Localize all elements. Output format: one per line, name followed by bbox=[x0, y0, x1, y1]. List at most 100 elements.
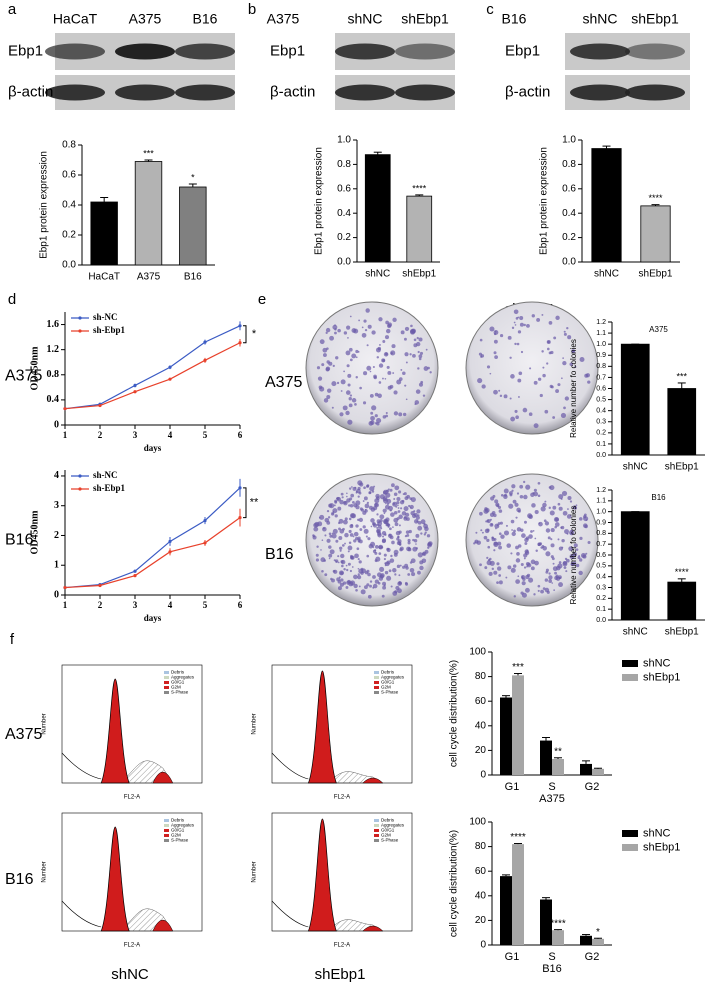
line bbox=[64, 517, 241, 589]
colony bbox=[550, 350, 554, 355]
x-tick-label: G2 bbox=[585, 781, 600, 793]
y-axis-label: Relative number fo colonies bbox=[569, 506, 578, 605]
colony bbox=[405, 398, 408, 401]
colony bbox=[494, 355, 498, 360]
colony bbox=[397, 510, 401, 513]
colony bbox=[345, 586, 349, 589]
blot-band bbox=[335, 84, 395, 101]
y-tick-label: 100 bbox=[469, 647, 486, 658]
x-tick-label: 3 bbox=[133, 430, 138, 440]
bar bbox=[512, 675, 524, 775]
colony bbox=[387, 523, 391, 527]
x-tick-label: 4 bbox=[168, 600, 173, 610]
colony bbox=[372, 522, 375, 525]
colony bbox=[560, 498, 563, 500]
colony bbox=[387, 322, 393, 328]
colony bbox=[511, 326, 515, 330]
colony bbox=[486, 556, 489, 559]
colony bbox=[419, 560, 424, 565]
colony bbox=[561, 490, 568, 497]
colony bbox=[402, 371, 406, 376]
colony bbox=[369, 580, 373, 583]
colony bbox=[393, 517, 399, 523]
colony bbox=[338, 527, 341, 531]
colony bbox=[554, 571, 557, 575]
colony bbox=[522, 577, 526, 582]
colony bbox=[488, 571, 493, 576]
colony bbox=[427, 546, 430, 549]
colony bbox=[342, 405, 348, 411]
colony bbox=[542, 366, 545, 369]
colony bbox=[516, 492, 520, 495]
colony bbox=[351, 328, 357, 333]
colony bbox=[348, 403, 353, 408]
colony bbox=[368, 544, 374, 549]
colony bbox=[358, 517, 363, 522]
colony bbox=[400, 507, 403, 510]
colony bbox=[316, 366, 321, 370]
colony bbox=[343, 331, 348, 335]
blot-band bbox=[45, 43, 105, 60]
colony bbox=[523, 480, 526, 484]
row-label: A375 bbox=[265, 374, 302, 391]
y-axis-label: Ebp1 protein expression bbox=[539, 147, 550, 255]
colony bbox=[511, 484, 516, 489]
colony bbox=[558, 494, 564, 500]
colony bbox=[381, 539, 386, 544]
colony bbox=[513, 321, 516, 324]
colony bbox=[405, 361, 408, 364]
colony bbox=[489, 512, 495, 517]
bar bbox=[620, 343, 650, 456]
significance-label: **** bbox=[412, 183, 427, 193]
colony bbox=[424, 531, 427, 534]
colony bbox=[378, 544, 384, 550]
lane-label: shNC bbox=[582, 11, 617, 27]
x-tick-label: 4 bbox=[168, 430, 173, 440]
colony bbox=[481, 384, 486, 389]
colony bbox=[514, 324, 517, 326]
colony bbox=[348, 529, 352, 534]
colony bbox=[343, 370, 346, 373]
colony bbox=[370, 525, 373, 528]
x-tick-label: A375 bbox=[137, 272, 161, 283]
y-tick-label: 0.1 bbox=[596, 441, 606, 448]
colony bbox=[517, 378, 522, 383]
flow-legend-label: Debris bbox=[171, 670, 185, 675]
colony bbox=[509, 397, 512, 400]
colony bbox=[511, 529, 513, 531]
y-tick-label: 1.0 bbox=[596, 509, 606, 516]
colony bbox=[392, 568, 397, 573]
blot-band bbox=[115, 84, 175, 101]
bar bbox=[580, 935, 592, 945]
colony bbox=[479, 563, 482, 567]
colony bbox=[497, 505, 502, 510]
y-tick-label: 1.2 bbox=[47, 344, 60, 355]
colony bbox=[323, 398, 329, 403]
colony bbox=[333, 559, 336, 562]
colony bbox=[563, 330, 566, 333]
colony bbox=[371, 490, 375, 493]
colony bbox=[503, 494, 508, 500]
colony bbox=[354, 403, 357, 406]
flow-legend-swatch bbox=[164, 676, 169, 679]
colony bbox=[519, 322, 524, 327]
colony bbox=[486, 560, 492, 566]
colony bbox=[382, 585, 387, 590]
colony bbox=[557, 563, 563, 569]
colony bbox=[319, 514, 325, 520]
y-tick-label: 1.1 bbox=[596, 330, 606, 337]
x-tick-label: 3 bbox=[133, 600, 138, 610]
x-tick-label: HaCaT bbox=[88, 272, 120, 283]
panel-label: d bbox=[8, 291, 16, 308]
colony bbox=[375, 556, 381, 562]
bar bbox=[667, 388, 697, 456]
colony bbox=[332, 510, 335, 513]
x-tick-label: 5 bbox=[203, 430, 208, 440]
colony bbox=[351, 353, 357, 359]
colony bbox=[503, 488, 509, 494]
blot-band bbox=[45, 84, 105, 101]
colony bbox=[348, 517, 352, 521]
colony bbox=[573, 543, 578, 548]
colony bbox=[320, 549, 322, 551]
colony bbox=[355, 491, 358, 494]
